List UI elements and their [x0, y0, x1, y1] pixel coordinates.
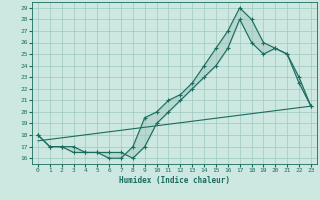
X-axis label: Humidex (Indice chaleur): Humidex (Indice chaleur) [119, 176, 230, 185]
